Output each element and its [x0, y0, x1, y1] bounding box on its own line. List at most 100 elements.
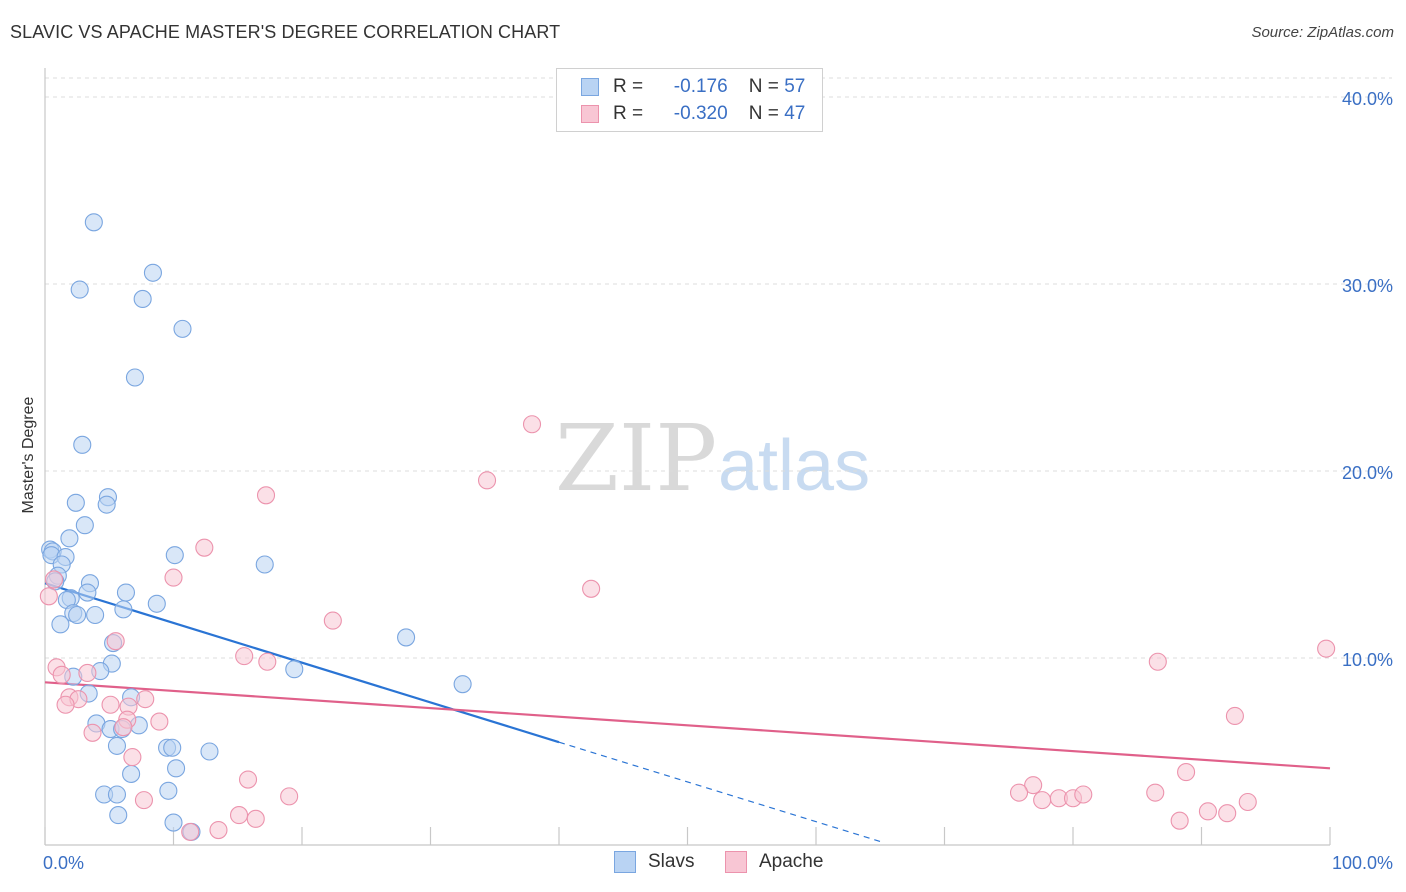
data-point-apache	[164, 568, 183, 587]
watermark: ZIP atlas	[555, 405, 870, 512]
legend-n-label: N =	[748, 103, 779, 124]
data-point-apache	[522, 415, 542, 434]
data-point-apache	[1225, 706, 1244, 726]
series-legend-apache: Apache	[725, 851, 823, 873]
tick-labels: 10.0% 20.0% 30.0% 40.0% 0.0% 100.0%	[43, 89, 1393, 873]
data-point-apache	[1024, 776, 1043, 795]
data-point-apache	[1033, 791, 1052, 810]
data-point-slavs	[107, 736, 127, 755]
data-point-apache	[229, 806, 249, 825]
y-tick-label: 30.0%	[1342, 276, 1393, 296]
data-point-slavs	[125, 368, 144, 387]
axes: Master's Degree	[20, 68, 1331, 846]
data-point-apache	[150, 712, 169, 731]
y-tick-label: 40.0%	[1342, 89, 1393, 109]
data-point-slavs	[173, 319, 192, 338]
y-axis-label: Master's Degree	[20, 396, 37, 513]
data-point-slavs	[66, 493, 85, 512]
trend-extension-slavs	[558, 741, 881, 843]
legend-row-slavs: R = -0.176 N = 57	[581, 75, 805, 99]
data-point-apache	[1146, 783, 1165, 802]
data-point-slavs	[107, 785, 127, 804]
data-point-apache	[195, 538, 214, 557]
data-point-slavs	[60, 529, 79, 548]
y-tick-label: 10.0%	[1342, 650, 1393, 670]
data-point-slavs	[109, 806, 128, 825]
data-point-slavs	[97, 495, 116, 514]
x-tick-label-max: 100.0%	[1332, 853, 1393, 873]
data-point-slavs	[68, 605, 87, 625]
data-point-slavs	[285, 660, 304, 679]
data-point-slavs	[122, 764, 141, 783]
data-point-apache	[1009, 783, 1029, 802]
data-point-apache	[101, 695, 120, 714]
watermark-zip: ZIP	[555, 405, 717, 512]
data-point-apache	[136, 690, 155, 709]
grid-lines	[45, 77, 1392, 659]
series-label-slavs: Slavs	[648, 851, 695, 872]
data-point-apache	[1170, 811, 1189, 830]
data-point-slavs	[165, 546, 184, 565]
legend-r-label: R =	[613, 76, 644, 97]
data-point-apache	[39, 587, 58, 606]
data-point-apache	[83, 723, 102, 742]
data-point-slavs	[84, 213, 103, 232]
legend-n-value: 57	[784, 76, 806, 97]
data-point-slavs	[116, 583, 136, 602]
data-point-apache	[258, 652, 277, 671]
y-tick-label: 20.0%	[1342, 463, 1393, 483]
data-point-apache	[1177, 763, 1196, 782]
legend-n-value: 47	[784, 103, 806, 124]
data-point-slavs	[75, 516, 94, 535]
data-point-slavs	[147, 594, 166, 613]
data-point-apache	[1218, 804, 1237, 823]
series-swatch-apache	[725, 851, 747, 873]
legend-r-label: R =	[613, 103, 644, 124]
legend-swatch-slavs	[581, 78, 599, 96]
x-tick-label-min: 0.0%	[43, 853, 84, 873]
series-legend-slavs: Slavs	[614, 851, 694, 873]
data-point-apache	[246, 809, 265, 828]
series-swatch-slavs	[614, 851, 636, 873]
data-point-slavs	[200, 742, 219, 761]
data-point-slavs	[163, 738, 182, 757]
trend-lines	[44, 582, 1331, 843]
data-point-apache	[238, 770, 258, 789]
data-point-apache	[134, 791, 153, 810]
data-point-apache	[1148, 652, 1167, 671]
data-point-apache	[52, 665, 71, 684]
legend-r-value: -0.320	[673, 103, 728, 124]
data-point-slavs	[167, 759, 186, 778]
series-label-apache: Apache	[759, 851, 824, 872]
data-point-apache	[280, 787, 299, 806]
data-point-apache	[323, 611, 342, 630]
data-point-slavs	[73, 435, 92, 454]
data-point-apache	[1238, 792, 1257, 812]
data-point-slavs	[159, 781, 178, 800]
data-point-apache	[106, 632, 125, 651]
data-point-apache	[1198, 802, 1217, 821]
data-point-slavs	[255, 555, 274, 574]
legend-n-label: N =	[748, 76, 779, 97]
data-point-slavs	[143, 263, 162, 282]
data-point-apache	[477, 471, 497, 490]
data-point-slavs	[397, 628, 416, 647]
data-point-apache	[44, 570, 64, 589]
data-point-apache	[1317, 639, 1336, 658]
data-point-slavs	[114, 600, 133, 619]
data-point-apache	[1074, 785, 1093, 804]
correlation-legend: R = -0.176 N = 57 R = -0.320 N = 47	[556, 68, 823, 132]
data-point-slavs	[78, 583, 97, 602]
data-point-slavs	[51, 615, 70, 634]
chart-title: SLAVIC VS APACHE MASTER'S DEGREE CORRELA…	[10, 22, 561, 42]
legend-swatch-apache	[581, 105, 599, 123]
legend-r-value: -0.176	[673, 76, 728, 97]
data-point-apache	[114, 718, 133, 737]
data-point-apache	[78, 663, 97, 683]
data-point-slavs	[133, 289, 152, 309]
data-point-apache	[235, 647, 254, 666]
data-point-apache	[123, 748, 142, 767]
legend-row-apache: R = -0.320 N = 47	[581, 102, 805, 126]
trend-line-apache	[44, 681, 1331, 770]
